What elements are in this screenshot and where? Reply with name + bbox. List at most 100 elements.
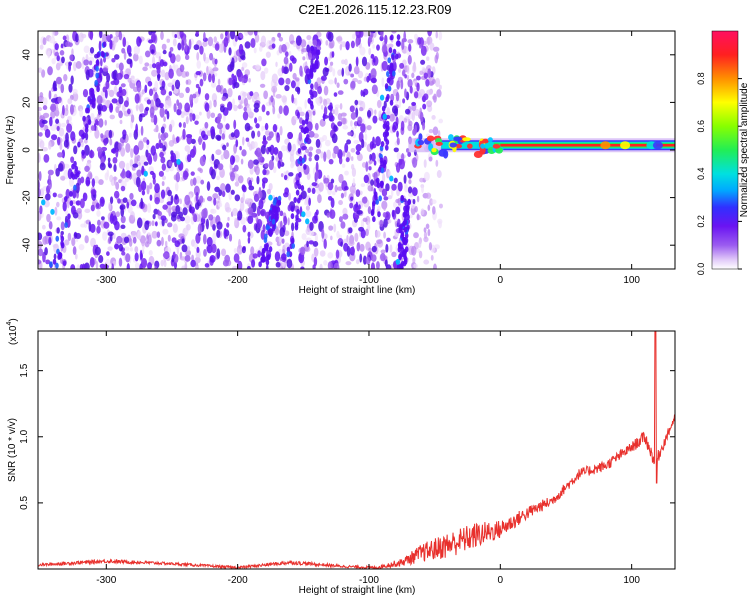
spectrogram-cell <box>328 79 334 85</box>
spectrogram-cell <box>181 265 186 269</box>
spectrogram-cell <box>408 120 413 127</box>
spectrogram-cell <box>382 212 387 218</box>
spectrogram-cell <box>322 113 326 122</box>
spectrogram-cell <box>337 90 344 95</box>
spectrogram-cell <box>151 69 158 77</box>
spectrogram-cell <box>316 77 322 85</box>
spectrogram-cell <box>436 170 442 179</box>
spectrogram-cell <box>323 260 328 266</box>
spectrogram-cell <box>141 190 146 196</box>
spectrogram-cell <box>277 150 283 160</box>
spectrogram-cell <box>234 34 238 42</box>
spectrogram-cell <box>94 119 99 125</box>
spectrogram-cell <box>189 178 194 187</box>
spectrogram-cell <box>327 261 333 269</box>
spectrogram-cell <box>312 110 316 116</box>
spectrogram-cell <box>326 149 332 160</box>
spectrogram-cell <box>99 196 105 207</box>
spectrogram-cell <box>260 229 265 240</box>
spectrogram-cell <box>434 54 439 64</box>
spectrogram-cell <box>160 69 166 78</box>
spectrogram-cell <box>383 196 389 201</box>
spectrogram-cell <box>487 137 493 143</box>
spectrogram-cell <box>84 165 90 172</box>
snr-scale-note: (x104) <box>6 318 19 345</box>
spectrogram-cell <box>380 167 385 174</box>
spectrogram-cell <box>177 102 183 111</box>
spectrogram-cell <box>364 133 368 141</box>
spectrogram-cell <box>386 77 391 84</box>
spectrogram-cell <box>411 245 417 256</box>
spectrogram-cell <box>380 31 384 38</box>
spectrogram-cell <box>167 234 171 242</box>
spectrogram-cell <box>319 263 323 269</box>
snr-panel: -300 -200 -100 0 100 0.5 1.0 1.5 Height of stra… <box>6 318 676 596</box>
spectrogram-cell <box>340 221 346 229</box>
spectrogram-cell <box>386 237 391 243</box>
spectrogram-cell <box>652 141 663 150</box>
spectrogram-cell <box>199 78 204 87</box>
y-tick-label: 0.5 <box>19 496 30 510</box>
spectrogram-cell <box>60 240 64 247</box>
spectrogram-cell <box>193 185 200 196</box>
spectrogram-cell <box>268 131 274 139</box>
spectrogram-cell <box>99 31 103 39</box>
spectrogram-cell <box>115 181 120 191</box>
spectrogram-cell <box>95 261 99 269</box>
spectrogram-cell <box>156 231 161 238</box>
spectrogram-cell <box>328 65 333 73</box>
spectrogram-cell <box>326 212 331 218</box>
spectrogram-cell <box>334 107 339 116</box>
spectrogram-cell <box>240 216 246 225</box>
spectrogram-cell <box>406 74 410 81</box>
spectrogram-cell <box>91 99 95 106</box>
spectrogram-cell <box>325 39 329 46</box>
spectrogram-cell <box>315 170 319 180</box>
spectrogram-cell <box>206 181 211 191</box>
spectrogram-cell <box>170 155 175 163</box>
spectrogram-cell <box>71 237 76 247</box>
spectrogram-cell <box>429 42 435 51</box>
spectrogram-cell <box>414 205 418 213</box>
spectrogram-cell <box>127 77 132 83</box>
spectrogram-cell <box>138 184 143 193</box>
spectrogram-cell <box>273 147 279 155</box>
spectrogram-cell <box>254 33 260 43</box>
spectrogram-cell <box>106 251 110 256</box>
y-tick-label: -20 <box>22 190 33 205</box>
spectrogram-cell <box>232 207 238 217</box>
spectrogram-cell <box>292 143 297 152</box>
spectrogram-cell <box>359 253 363 263</box>
spectrogram-cell <box>271 218 276 225</box>
spectrogram-cell <box>52 244 59 249</box>
spectrogram-cell <box>412 198 416 205</box>
spectrogram-cell <box>388 68 393 75</box>
spectrogram-cell <box>217 202 223 208</box>
spectrogram-cell <box>438 149 447 157</box>
spectrogram-cell <box>44 234 50 245</box>
spectrogram-cell <box>84 262 90 269</box>
spectrogram-cell <box>137 230 142 240</box>
spectrogram-cell <box>130 199 137 207</box>
spectrogram-cell <box>299 65 303 77</box>
spectrogram-cell <box>301 211 306 218</box>
spectrogram-cell <box>247 236 251 244</box>
spectrogram-cell <box>392 201 398 208</box>
spectrogram-cell <box>366 110 372 118</box>
spectrogram-cell <box>172 251 176 260</box>
spectrogram-cell <box>335 249 340 259</box>
colorbar-tick-label: 0.4 <box>696 168 706 181</box>
spectrogram-cell <box>350 40 355 49</box>
spectrogram-cell <box>301 48 308 53</box>
spectrogram-cell <box>400 232 405 239</box>
spectrogram-cell <box>216 175 220 181</box>
spectrogram-cell <box>378 195 382 202</box>
spectrogram-cell <box>54 43 59 51</box>
spectrogram-cell <box>66 123 73 133</box>
spectrogram-cell <box>214 58 218 65</box>
spectrogram-cell <box>63 73 68 82</box>
spectrogram-cell <box>131 230 137 240</box>
spectrogram-cell <box>138 55 143 65</box>
spectrogram-cell <box>59 50 65 56</box>
spectrogram-cell <box>283 56 289 65</box>
